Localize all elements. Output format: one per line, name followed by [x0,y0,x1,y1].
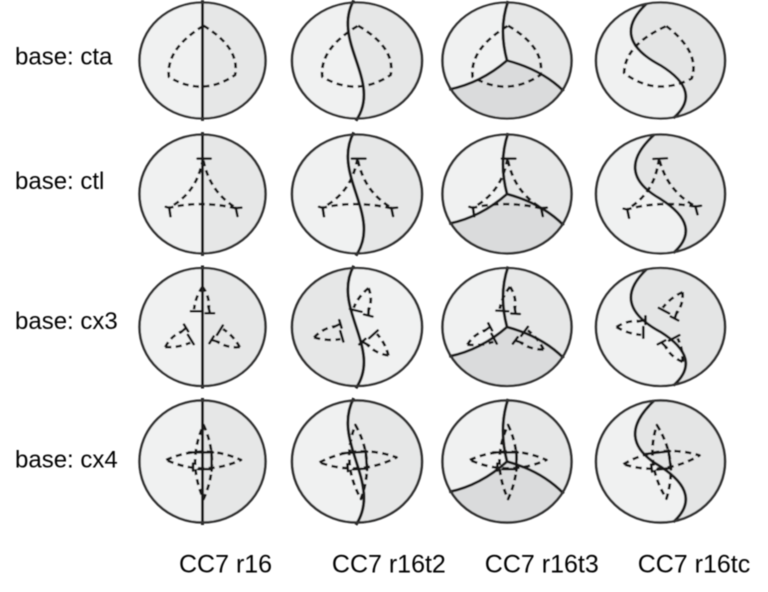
svg-text:CC7 r16tc: CC7 r16tc [638,550,751,578]
svg-text:base: cx4: base: cx4 [15,446,118,473]
svg-text:CC7 r16t2: CC7 r16t2 [332,550,446,578]
svg-text:base: cta: base: cta [15,44,113,71]
svg-text:CC7 r16t3: CC7 r16t3 [485,550,599,578]
svg-text:CC7 r16: CC7 r16 [179,550,272,578]
svg-text:base: ctl: base: ctl [15,168,104,195]
svg-text:base: cx3: base: cx3 [15,308,118,335]
